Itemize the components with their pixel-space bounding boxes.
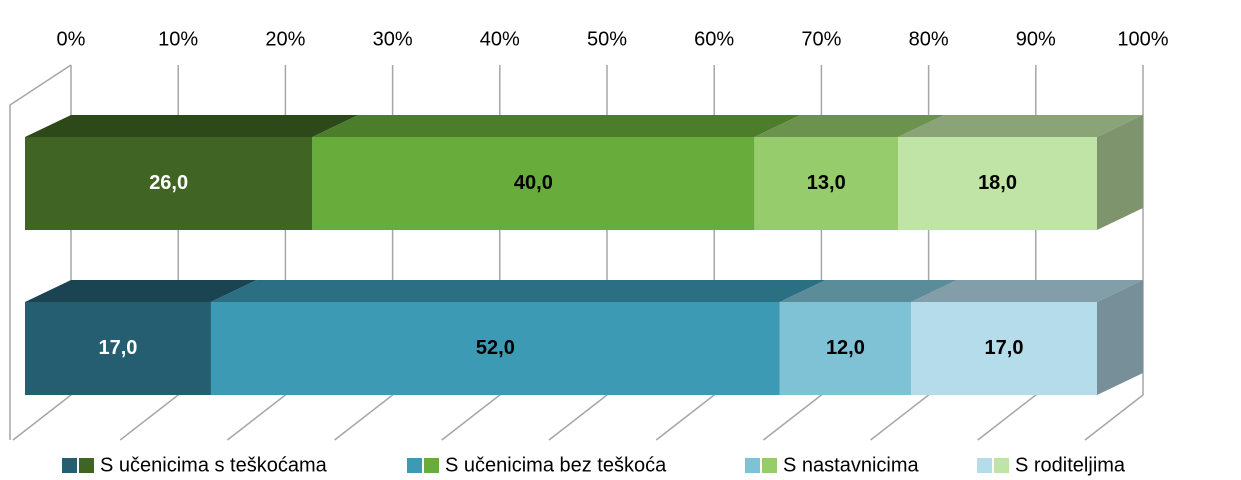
bar-front-face: [754, 137, 899, 230]
legend-swatch: [424, 458, 439, 473]
bar-top-face: [312, 115, 801, 137]
bar-segment: [210, 280, 826, 395]
value-label: 18,0: [978, 172, 1017, 194]
x-tick-label: 50%: [587, 28, 627, 50]
bar-top-face: [754, 115, 945, 137]
x-tick-label: 30%: [373, 28, 413, 50]
bar-front-face: [210, 302, 780, 395]
legend-swatch: [79, 458, 94, 473]
legend-swatch: [407, 458, 422, 473]
bar-segment: [779, 280, 958, 395]
bar-top-face: [911, 280, 1143, 302]
bar-segment: [754, 115, 945, 230]
value-label: 13,0: [807, 172, 846, 194]
value-label: 40,0: [514, 172, 553, 194]
legend-swatch: [994, 458, 1009, 473]
bar-segment: [312, 115, 801, 230]
bar-front-face: [25, 302, 211, 395]
left-wall: [9, 64, 72, 440]
value-label: 17,0: [985, 337, 1024, 359]
x-tick-label: 10%: [158, 28, 198, 50]
bar-front-face: [911, 302, 1097, 395]
legend-swatch: [62, 458, 77, 473]
legend-label: S roditeljima: [1015, 454, 1126, 476]
x-tick-label: 100%: [1117, 28, 1168, 50]
x-tick-label: 20%: [265, 28, 305, 50]
bar-top-face: [210, 280, 826, 302]
bar-front-face: [312, 137, 755, 230]
bar-top-face: [898, 115, 1143, 137]
x-tick-label: 70%: [801, 28, 841, 50]
bar-front-face: [898, 137, 1097, 230]
value-label: 12,0: [826, 337, 865, 359]
bar-segment: [25, 280, 257, 395]
bar-segment: [898, 115, 1143, 230]
bar-side-face: [1097, 115, 1143, 230]
legend-label: S nastavnicima: [783, 454, 919, 476]
legend-label: S učenicima s teškoćama: [100, 454, 328, 476]
bar-side-face: [1097, 280, 1143, 395]
x-tick-label: 80%: [909, 28, 949, 50]
legend-label: S učenicima bez teškoća: [445, 454, 667, 476]
legend-swatch: [977, 458, 992, 473]
value-label: 26,0: [149, 172, 188, 194]
bar-top-face: [25, 280, 257, 302]
x-tick-label: 90%: [1016, 28, 1056, 50]
bar-segment: [911, 280, 1143, 395]
bar-top-face: [779, 280, 958, 302]
x-tick-label: 40%: [480, 28, 520, 50]
value-label: 17,0: [99, 337, 138, 359]
legend-swatch: [762, 458, 777, 473]
value-label: 52,0: [476, 337, 515, 359]
bar-front-face: [25, 137, 313, 230]
x-tick-label: 60%: [694, 28, 734, 50]
bar-segment: [25, 115, 359, 230]
bar-front-face: [779, 302, 912, 395]
bar-top-face: [25, 115, 359, 137]
x-tick-label: 0%: [57, 28, 86, 50]
legend-swatch: [745, 458, 760, 473]
